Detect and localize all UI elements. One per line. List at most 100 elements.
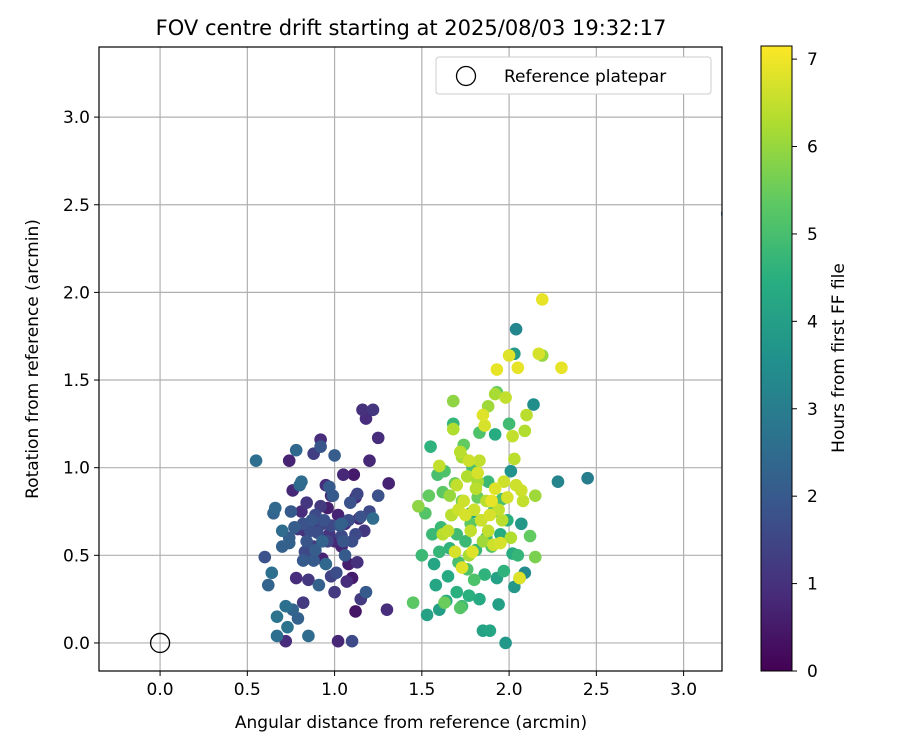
y-tick-label: 0.5 (63, 546, 90, 566)
data-point (330, 566, 343, 580)
data-point (432, 459, 446, 473)
data-point (453, 601, 467, 615)
y-tick-label: 1.5 (63, 371, 90, 391)
data-point (296, 554, 310, 567)
data-point (513, 571, 526, 585)
data-point (356, 403, 369, 417)
data-point (720, 210, 722, 218)
data-point (347, 468, 361, 481)
colorbar-tick-label: 7 (807, 50, 818, 70)
data-point (446, 422, 460, 436)
x-tick-label: 1.0 (321, 680, 348, 700)
data-point (432, 545, 446, 559)
data-point (288, 520, 301, 534)
data-point (523, 529, 537, 543)
x-tick-label: 0.5 (234, 680, 261, 700)
x-tick-label: 0.0 (147, 680, 174, 700)
y-tick-label: 0.0 (63, 634, 90, 654)
reference-point-marker (149, 632, 171, 654)
data-point (319, 557, 333, 571)
data-point (412, 499, 425, 513)
data-point (502, 349, 516, 362)
data-point (532, 347, 546, 361)
data-point (490, 363, 504, 376)
y-tick-label: 2.5 (63, 196, 90, 216)
data-point (296, 596, 310, 609)
data-point (366, 403, 380, 417)
data-point (337, 468, 350, 481)
y-tick-label: 2.0 (63, 283, 90, 303)
data-point (506, 429, 519, 443)
data-point (265, 566, 279, 580)
x-tick-label: 1.5 (408, 680, 435, 700)
data-point (441, 570, 455, 583)
data-point (473, 454, 486, 467)
grid-lines (99, 47, 722, 671)
data-point (527, 398, 540, 411)
data-point (518, 424, 532, 438)
data-point (464, 524, 478, 538)
data-point (420, 608, 434, 622)
data-point (495, 513, 509, 527)
data-point (508, 452, 521, 466)
data-point (535, 293, 549, 306)
data-point (429, 578, 443, 592)
data-point (249, 454, 263, 467)
data-point (350, 487, 364, 501)
data-point (371, 431, 385, 445)
data-point (504, 531, 518, 545)
data-point (497, 564, 511, 578)
data-point (446, 394, 460, 408)
colorbar-tick-label: 5 (807, 225, 818, 245)
y-tick-label: 3.0 (63, 108, 90, 128)
colorbar-tick-label: 4 (807, 312, 818, 332)
data-point (366, 512, 380, 525)
data-point (462, 454, 476, 467)
x-axis-ticks: 0.0 0.5 1.0 1.5 2.0 2.5 3.0 (147, 671, 697, 700)
y-axis-ticks: 0.0 0.5 1.0 1.5 2.0 2.5 3.0 (63, 108, 99, 654)
data-point (281, 620, 294, 634)
data-point (331, 634, 345, 648)
data-point (441, 524, 455, 538)
data-point (473, 592, 486, 606)
data-point (581, 471, 594, 485)
colorbar-tick-label: 1 (807, 575, 818, 595)
data-point (340, 575, 354, 588)
data-point (337, 534, 350, 548)
data-point (485, 494, 498, 508)
data-point (483, 508, 497, 522)
data-point (335, 517, 348, 531)
data-point (289, 571, 303, 585)
data-point (314, 440, 327, 453)
colorbar-ticks: 0 1 2 3 4 5 6 7 (792, 50, 818, 682)
data-point (504, 464, 518, 478)
data-point (438, 596, 451, 609)
data-point (443, 489, 457, 503)
colorbar-tick-label: 0 (807, 662, 818, 682)
colorbar-tick-label: 6 (807, 138, 818, 158)
data-point (469, 482, 483, 496)
data-point (467, 573, 481, 587)
reference-marker (149, 632, 171, 654)
legend-entry-reference: Reference platepar (504, 67, 666, 87)
data-point (317, 513, 331, 527)
data-point (343, 496, 357, 510)
data-point (509, 322, 523, 336)
legend: Reference platepar (435, 56, 712, 95)
data-point (501, 491, 514, 504)
data-point (261, 578, 275, 592)
data-point (488, 482, 502, 496)
x-tick-label: 3.0 (670, 680, 697, 700)
data-point (476, 534, 490, 548)
colorbar: 0 1 2 3 4 5 6 7 Hours from first FF file (760, 45, 849, 682)
data-point (354, 510, 368, 524)
data-point (453, 445, 467, 459)
data-point (328, 585, 341, 599)
data-point (415, 549, 429, 562)
data-points (249, 210, 722, 650)
data-point (459, 508, 472, 522)
data-point (300, 534, 313, 548)
data-point (450, 478, 464, 492)
data-point (515, 517, 528, 531)
data-point (478, 568, 491, 581)
